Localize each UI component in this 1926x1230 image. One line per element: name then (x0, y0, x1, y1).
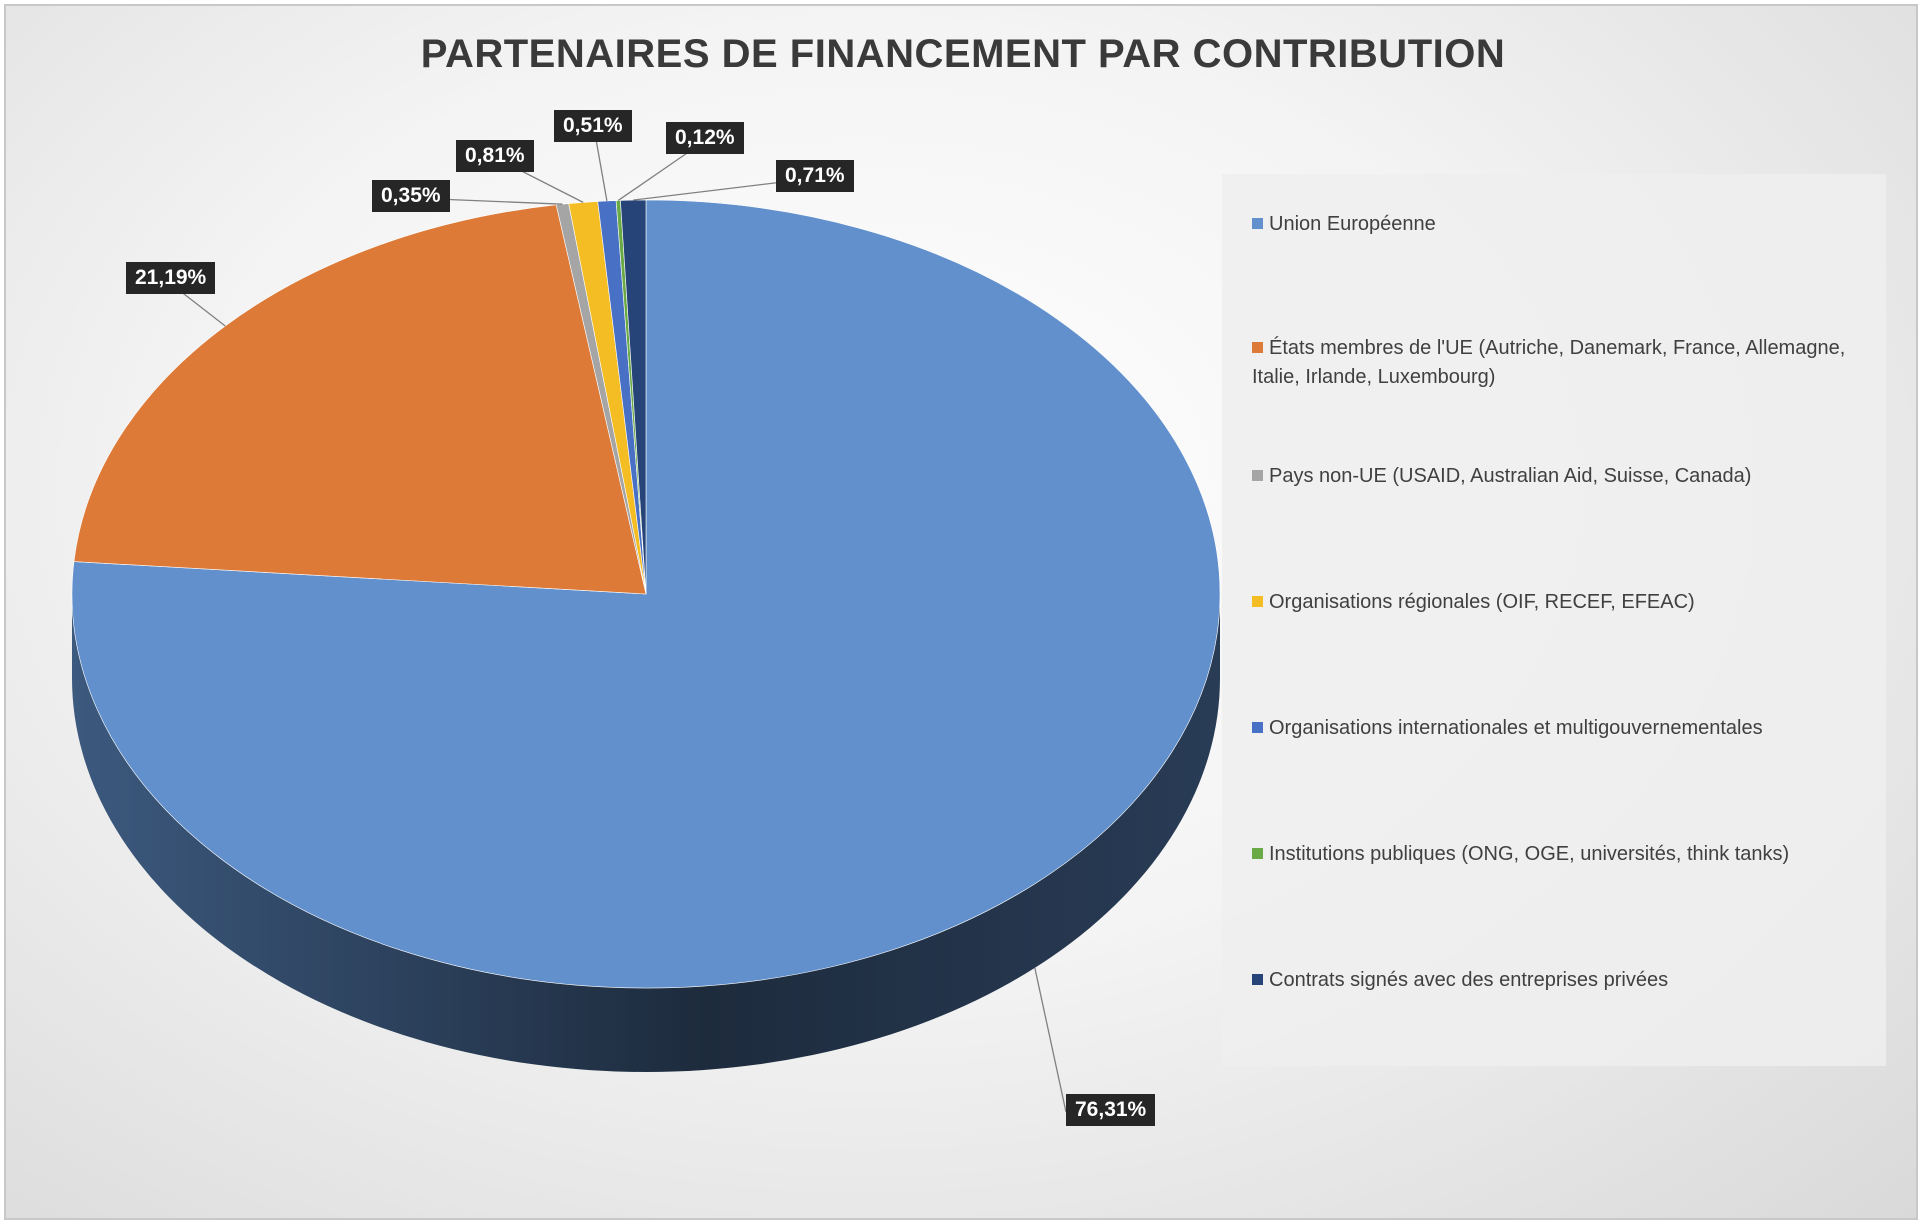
legend-swatch-3 (1252, 596, 1263, 607)
legend-label-6: Contrats signés avec des entreprises pri… (1269, 969, 1669, 991)
pie-slice-wall-0 (72, 594, 1220, 1072)
legend-item-2: Pays non-UE (USAID, Australian Aid, Suis… (1252, 462, 1882, 491)
data-label-3: 0,81% (456, 140, 534, 172)
legend-item-3: Organisations régionales (OIF, RECEF, EF… (1252, 588, 1882, 617)
legend-swatch-0 (1252, 218, 1263, 229)
chart-title: PARTENAIRES DE FINANCEMENT PAR CONTRIBUT… (420, 32, 1506, 76)
legend-label-0: Union Européenne (1269, 213, 1436, 235)
chart-frame: PARTENAIRES DE FINANCEMENT PAR CONTRIBUT… (4, 4, 1918, 1220)
legend-item-4: Organisations internationales et multigo… (1252, 714, 1882, 743)
data-label-4: 0,51% (554, 110, 632, 142)
data-label-0: 76,31% (1066, 1094, 1156, 1126)
legend-item-5: Institutions publiques (ONG, OGE, univer… (1252, 840, 1882, 869)
leader-line-0 (1034, 967, 1067, 1113)
legend-swatch-1 (1252, 342, 1263, 353)
legend-swatch-6 (1252, 974, 1263, 985)
data-label-1: 21,19% (126, 262, 216, 294)
legend: Union Européenne États membres de l'UE (A… (1222, 174, 1886, 1066)
data-label-5: 0,12% (666, 122, 744, 154)
pie-slice-6 (620, 199, 647, 595)
legend-label-2: Pays non-UE (USAID, Australian Aid, Suis… (1269, 465, 1752, 487)
legend-item-0: Union Européenne (1252, 210, 1882, 239)
legend-label-3: Organisations régionales (OIF, RECEF, EF… (1269, 591, 1695, 613)
pie-slice-1 (73, 204, 647, 595)
legend-swatch-2 (1252, 470, 1263, 481)
legend-item-1: États membres de l'UE (Autriche, Danemar… (1252, 334, 1882, 392)
legend-swatch-5 (1252, 848, 1263, 859)
data-label-2: 0,35% (372, 180, 450, 212)
pie-chart (71, 127, 1221, 1113)
legend-label-4: Organisations internationales et multigo… (1269, 717, 1763, 739)
legend-swatch-4 (1252, 722, 1263, 733)
data-label-6: 0,71% (776, 160, 854, 192)
legend-item-6: Contrats signés avec des entreprises pri… (1252, 966, 1882, 995)
legend-label-5: Institutions publiques (ONG, OGE, univer… (1269, 843, 1790, 865)
legend-label-1: États membres de l'UE (Autriche, Danemar… (1252, 337, 1846, 388)
